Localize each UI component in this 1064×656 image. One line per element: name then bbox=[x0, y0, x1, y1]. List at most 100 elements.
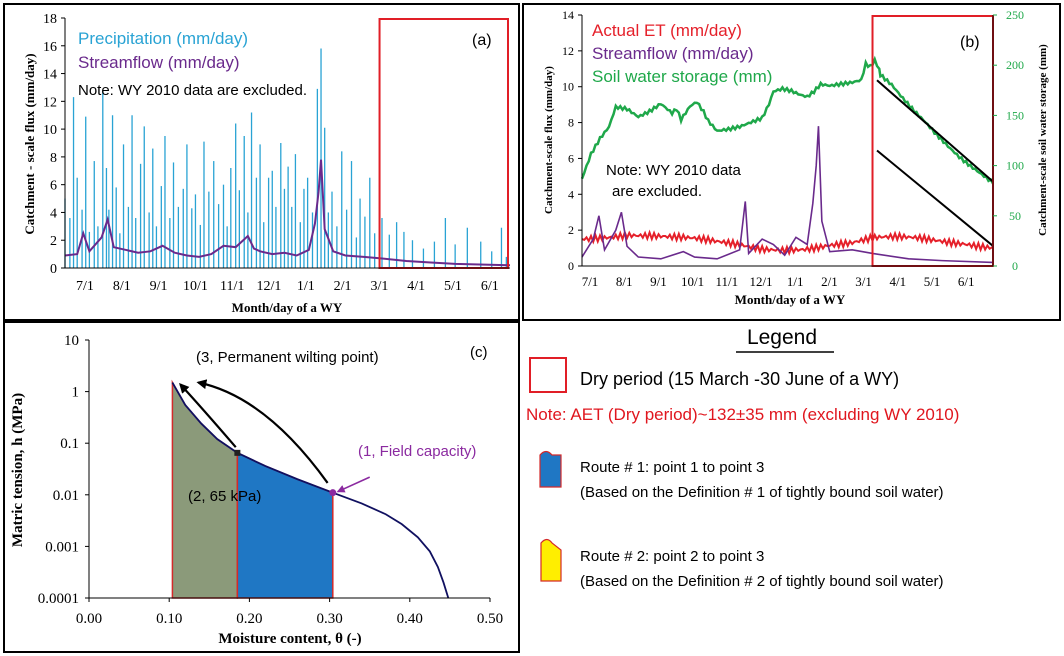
y-axis-label-left: Catchment-scale flux (mm/day) bbox=[543, 66, 555, 214]
y-tick-label: 10 bbox=[64, 333, 79, 349]
legend-soil-water: Soil water storage (mm) bbox=[592, 67, 772, 86]
annotation-point-2: (2, 65 kPa) bbox=[188, 488, 261, 505]
legend-panel: Legend Dry period (15 March -30 June of … bbox=[526, 326, 959, 590]
legend-streamflow: Streamflow (mm/day) bbox=[592, 44, 754, 63]
y-tick-label: 0.01 bbox=[53, 488, 79, 504]
y-tick-label: 6 bbox=[50, 179, 57, 194]
route-arrows bbox=[179, 379, 371, 493]
legend-streamflow: Streamflow (mm/day) bbox=[78, 53, 240, 72]
route-1-label: Route # 1: point 1 to point 3 bbox=[580, 459, 764, 476]
note-text: Note: WY 2010 data are excluded. bbox=[78, 82, 307, 99]
x-tick-label: 0.50 bbox=[477, 611, 503, 627]
x-tick-label: 8/1 bbox=[616, 274, 633, 289]
x-tick-label: 3/1 bbox=[855, 274, 872, 289]
x-tick-label: 0.10 bbox=[156, 611, 182, 627]
x-tick-label: 2/1 bbox=[821, 274, 838, 289]
y-tick-label: 14 bbox=[43, 68, 57, 83]
x-tick-label: 4/1 bbox=[889, 274, 906, 289]
point-2-marker bbox=[234, 449, 241, 456]
x-tick-label: 0.00 bbox=[76, 611, 102, 627]
dry-period-label: Dry period (15 March -30 June of a WY) bbox=[580, 369, 899, 389]
retention-curve bbox=[171, 382, 450, 599]
dry-period-box bbox=[871, 15, 995, 267]
note-line-2: are excluded. bbox=[612, 183, 702, 200]
x-tick-label: 6/1 bbox=[481, 279, 499, 294]
x-tick-label: 1/1 bbox=[297, 279, 315, 294]
x-tick-label: 10/1 bbox=[681, 274, 704, 289]
annotation-point-3: (3, Permanent wilting point) bbox=[196, 349, 379, 366]
streamflow-line bbox=[64, 159, 511, 267]
x-tick-labels: 0.00 0.10 0.20 0.30 0.40 0.50 bbox=[76, 598, 503, 627]
x-tick-labels: 7/1 8/1 9/1 10/1 11/1 12/1 1/1 2/1 3/1 4/1 5/1 6/1 bbox=[582, 274, 975, 289]
y-tick-label: 14 bbox=[562, 8, 574, 22]
route-1-swatch bbox=[539, 450, 562, 488]
y-tick-label: 2 bbox=[568, 223, 574, 237]
panel-b-frame bbox=[522, 3, 1061, 321]
route-2-definition: (Based on the Definition # 2 of tightly … bbox=[580, 573, 944, 590]
y-tick-labels: 0 2 4 6 8 10 12 14 16 18 bbox=[43, 12, 65, 277]
field-capacity-pointer bbox=[336, 476, 371, 493]
y-tick-label: 10 bbox=[562, 80, 574, 94]
x-tick-label: 0.30 bbox=[316, 611, 342, 627]
panel-label: (b) bbox=[960, 34, 980, 51]
x-tick-label: 6/1 bbox=[958, 274, 975, 289]
y-tick-label: 0 bbox=[50, 262, 57, 277]
legend-actual-et: Actual ET (mm/day) bbox=[592, 21, 742, 40]
y-tick-label: 10 bbox=[43, 123, 57, 138]
x-tick-label: 7/1 bbox=[76, 279, 94, 294]
x-axis-label: Month/day of a WY bbox=[232, 300, 343, 315]
route-1-definition: (Based on the Definition # 1 of tightly … bbox=[580, 484, 944, 501]
route-2-swatch bbox=[540, 538, 562, 582]
x-tick-label: 5/1 bbox=[444, 279, 462, 294]
x-axis-label: Moisture content, θ (-) bbox=[218, 631, 361, 647]
panel-a: 0 2 4 6 8 10 12 14 16 18 7/1 8/1 9/1 10/1 11/1 12/1 1/1… bbox=[22, 12, 511, 315]
panel-label: (c) bbox=[470, 344, 488, 361]
x-tick-label: 8/1 bbox=[113, 279, 131, 294]
note-text: Note: WY 2010 data are excluded. bbox=[606, 162, 745, 200]
y-tick-labels-right: 0 50 100 150 200 250 bbox=[993, 8, 1024, 273]
trend-line bbox=[876, 149, 994, 247]
x-tick-labels: 7/1 8/1 9/1 10/1 11/1 12/1 1/1 2/1 3/1 4/1 5/1 6/1 bbox=[76, 279, 499, 294]
y-tick-label: 4 bbox=[568, 187, 574, 201]
y-tick-label: 8 bbox=[50, 151, 57, 166]
x-tick-label: 7/1 bbox=[582, 274, 599, 289]
y-tick-label: 0 bbox=[568, 259, 574, 273]
y-tick-label: 6 bbox=[568, 151, 574, 165]
route-2-label: Route # 2: point 2 to point 3 bbox=[580, 548, 764, 565]
y-tick-label: 0.1 bbox=[60, 436, 79, 452]
route-1-arrow bbox=[196, 379, 329, 484]
trend-line bbox=[876, 79, 994, 183]
y-tick-label: 12 bbox=[43, 95, 57, 110]
y-tick-label-right: 200 bbox=[1006, 58, 1024, 72]
x-tick-label: 1/1 bbox=[787, 274, 804, 289]
y-tick-label: 16 bbox=[43, 40, 57, 55]
y-tick-label: 12 bbox=[562, 44, 574, 58]
y-tick-label: 2 bbox=[50, 234, 57, 249]
x-tick-label: 4/1 bbox=[407, 279, 425, 294]
y-tick-label: 18 bbox=[43, 12, 57, 27]
x-axis-label: Month/day of a WY bbox=[735, 292, 846, 307]
panel-a-frame bbox=[3, 3, 520, 321]
x-tick-label: 0.20 bbox=[236, 611, 262, 627]
annotation-point-1: (1, Field capacity) bbox=[358, 443, 476, 460]
y-tick-label-right: 50 bbox=[1009, 209, 1021, 223]
y-tick-labels: 10 1 0.1 0.01 0.001 0.0001 bbox=[38, 333, 89, 607]
streamflow-line bbox=[581, 126, 994, 264]
legend-title: Legend bbox=[747, 326, 817, 349]
route-2-arrow bbox=[179, 383, 237, 448]
dry-period-box bbox=[378, 18, 509, 269]
x-tick-label: 3/1 bbox=[370, 279, 388, 294]
x-tick-label: 12/1 bbox=[257, 279, 282, 294]
panel-label: (a) bbox=[472, 32, 492, 49]
y-tick-label: 1 bbox=[72, 385, 80, 401]
x-tick-label: 10/1 bbox=[183, 279, 208, 294]
panel-b: 0 2 4 6 8 10 12 14 0 50 100 150 200 250 7/1 8/1 9/1 10/… bbox=[543, 8, 1049, 307]
legend-precipitation: Precipitation (mm/day) bbox=[78, 29, 248, 48]
trend-lines bbox=[876, 79, 994, 247]
x-tick-label: 12/1 bbox=[749, 274, 772, 289]
y-tick-label: 4 bbox=[50, 206, 57, 221]
x-tick-label: 9/1 bbox=[150, 279, 168, 294]
point-1-marker bbox=[329, 489, 337, 497]
